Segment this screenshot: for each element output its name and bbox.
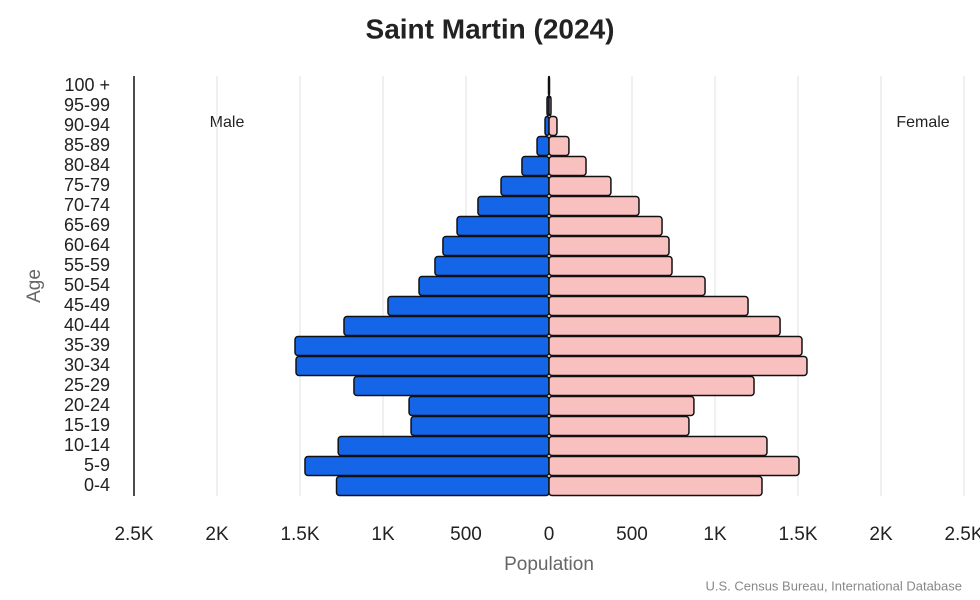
y-tick-label: 70-74 — [64, 195, 110, 215]
y-tick-label: 40-44 — [64, 315, 110, 335]
bar — [387, 295, 550, 317]
y-tick-label: 100 + — [64, 75, 110, 95]
y-tick-label: 60-64 — [64, 235, 110, 255]
y-tick-label: 5-9 — [84, 455, 110, 475]
y-tick-label: 95-99 — [64, 95, 110, 115]
x-tick-label: 500 — [450, 524, 482, 545]
bar — [548, 95, 552, 117]
bar — [500, 175, 550, 197]
bar — [304, 455, 550, 477]
x-tick-label: 1K — [371, 524, 395, 545]
bar — [536, 135, 550, 157]
y-tick-label: 45-49 — [64, 295, 110, 315]
y-tick-label: 80-84 — [64, 155, 110, 175]
y-tick-label: 75-79 — [64, 175, 110, 195]
bar — [408, 395, 550, 417]
y-axis-label: Age — [24, 269, 45, 303]
y-tick-label: 50-54 — [64, 275, 110, 295]
bar — [548, 475, 763, 497]
bar — [548, 315, 781, 337]
bar — [456, 215, 550, 237]
legend-label: Female — [896, 114, 949, 131]
bar — [434, 255, 550, 277]
bar — [548, 455, 800, 477]
y-tick-label: 85-89 — [64, 135, 110, 155]
chart-title: Saint Martin (2024) — [366, 13, 615, 44]
x-tick-label: 2.5K — [944, 524, 980, 545]
bar — [548, 375, 755, 397]
x-axis-label: Population — [504, 554, 594, 575]
x-tick-label: 500 — [616, 524, 648, 545]
y-tick-label: 90-94 — [64, 115, 110, 135]
y-tick-label: 0-4 — [84, 475, 110, 495]
bar — [410, 415, 550, 437]
bar — [294, 335, 550, 357]
x-tick-label: 2K — [869, 524, 893, 545]
y-tick-label: 55-59 — [64, 255, 110, 275]
bar — [548, 115, 558, 137]
source-note: U.S. Census Bureau, International Databa… — [705, 578, 962, 593]
bar — [295, 355, 550, 377]
bar — [548, 235, 670, 257]
bar — [337, 435, 550, 457]
x-tick-label: 2.5K — [114, 524, 153, 545]
y-tick-label: 30-34 — [64, 355, 110, 375]
bar — [442, 235, 550, 257]
bar — [418, 275, 550, 297]
x-tick-label: 1.5K — [280, 524, 319, 545]
y-tick-label: 15-19 — [64, 415, 110, 435]
y-tick-label: 25-29 — [64, 375, 110, 395]
legend-label: Male — [210, 114, 245, 131]
bar — [548, 415, 690, 437]
bar — [343, 315, 550, 337]
bar — [548, 335, 803, 357]
bar — [548, 195, 640, 217]
bar — [548, 215, 663, 237]
y-tick-label: 35-39 — [64, 335, 110, 355]
bar — [521, 155, 550, 177]
bar — [548, 295, 749, 317]
x-tick-label: 2K — [205, 524, 229, 545]
bar — [477, 195, 550, 217]
bar — [335, 475, 550, 497]
x-tick-label: 1.5K — [778, 524, 817, 545]
bar — [548, 255, 673, 277]
x-tick-label: 0 — [544, 524, 555, 545]
bar — [548, 435, 768, 457]
bar — [548, 355, 808, 377]
x-tick-label: 1K — [703, 524, 727, 545]
y-tick-label: 65-69 — [64, 215, 110, 235]
bar — [548, 175, 612, 197]
y-tick-label: 20-24 — [64, 395, 110, 415]
bar — [548, 135, 570, 157]
y-tick-label: 10-14 — [64, 435, 110, 455]
bar — [548, 155, 587, 177]
bar — [548, 395, 695, 417]
bar — [353, 375, 550, 397]
bar — [548, 275, 706, 297]
